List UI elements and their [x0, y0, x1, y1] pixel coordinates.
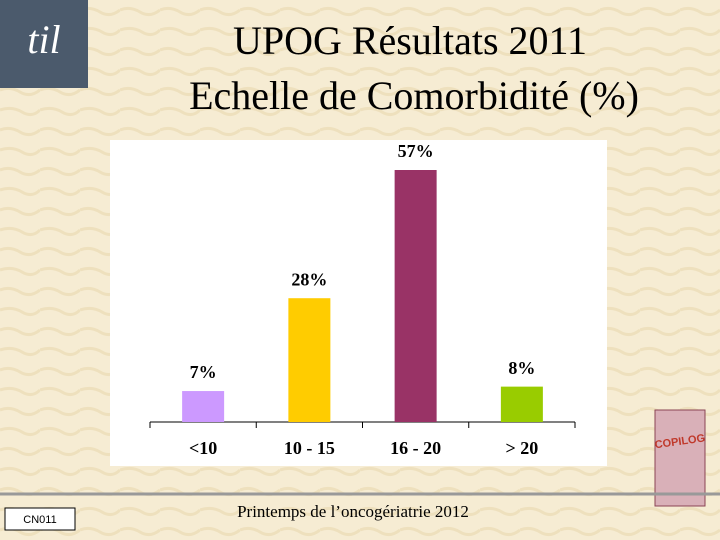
subtitle: Echelle de Comorbidité (%)	[189, 73, 639, 118]
chart: <10 7% 10 - 15 28% 16 - 20 57% > 20 8%	[149, 141, 576, 458]
title: UPOG Résultats 2011	[233, 18, 587, 63]
x-tick-label: 16 - 20	[390, 438, 441, 458]
bar	[288, 298, 331, 422]
logo-text: til	[27, 17, 60, 62]
slide-code: CN011	[23, 514, 56, 526]
value-label: 28%	[291, 269, 327, 289]
x-tick-label: 10 - 15	[284, 438, 335, 458]
value-label: 7%	[190, 362, 217, 382]
bar	[394, 170, 437, 422]
logo-box	[0, 0, 88, 88]
x-tick-label: > 20	[505, 438, 538, 458]
bar	[182, 391, 225, 422]
bar	[500, 386, 543, 422]
code-box	[4, 507, 76, 531]
value-label: 57%	[398, 141, 434, 161]
x-tick-label: <10	[189, 438, 217, 458]
footer-text: Printemps de l’oncogériatrie 2012	[237, 502, 469, 521]
value-label: 8%	[508, 358, 535, 378]
right-logo	[654, 409, 706, 507]
